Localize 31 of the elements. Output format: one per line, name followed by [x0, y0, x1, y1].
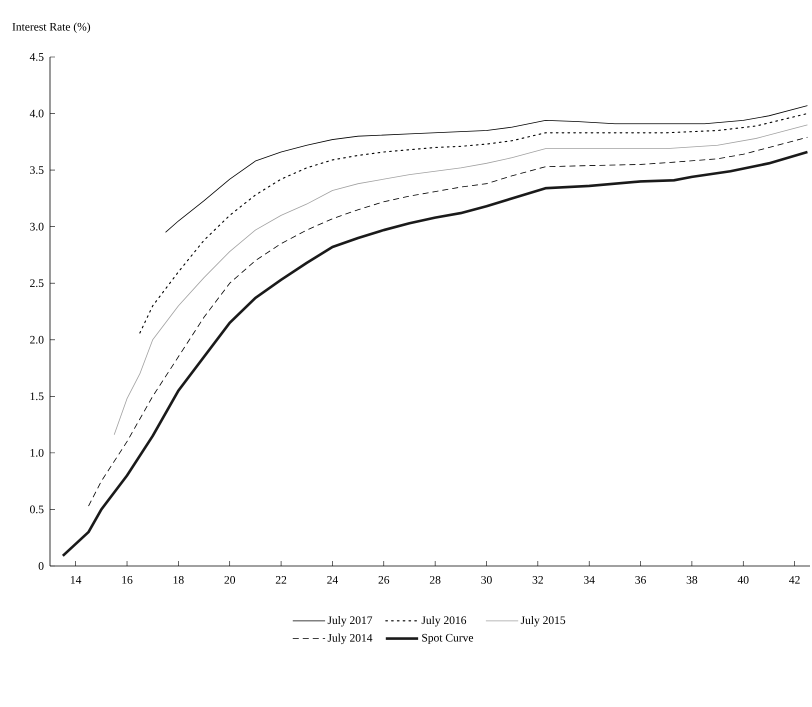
y-tick-label: 3.5 — [30, 166, 44, 174]
y-axis-title: Interest Rate (%) — [12, 22, 90, 33]
legend-label: July 2014 — [328, 634, 372, 644]
x-tick-label: 38 — [686, 576, 698, 584]
x-tick-label: 32 — [532, 576, 543, 584]
legend-label: Spot Curve — [422, 634, 474, 644]
y-tick-label: 1.0 — [30, 448, 44, 457]
x-tick-label: 26 — [378, 576, 390, 584]
y-tick-label: 2.5 — [30, 279, 44, 288]
y-tick-label: 0 — [38, 562, 44, 570]
y-tick-label: 2.0 — [30, 336, 44, 344]
x-tick-label: 18 — [174, 576, 184, 584]
x-tick-label: 40 — [738, 576, 749, 584]
x-tick-label: 42 — [789, 576, 800, 584]
y-tick-label: 4.0 — [30, 110, 44, 118]
legend-label: July 2016 — [422, 616, 466, 626]
x-tick-label: 22 — [276, 576, 286, 584]
x-tick-label: 36 — [635, 576, 646, 584]
y-tick-label: 1.5 — [30, 392, 44, 400]
y-tick-label: 0.5 — [30, 506, 44, 514]
x-tick-label: 24 — [327, 576, 338, 584]
y-tick-label: 4.5 — [30, 53, 44, 61]
x-tick-label: 30 — [481, 576, 492, 584]
x-tick-label: 14 — [70, 576, 82, 584]
x-tick-label: 28 — [430, 576, 440, 584]
x-tick-label: 20 — [224, 576, 236, 584]
legend-label: July 2017 — [328, 616, 372, 626]
legend-label: July 2015 — [520, 616, 566, 626]
y-tick-label: 3.0 — [30, 222, 44, 231]
x-tick-label: 16 — [122, 576, 132, 584]
x-tick-label: 34 — [584, 576, 595, 584]
